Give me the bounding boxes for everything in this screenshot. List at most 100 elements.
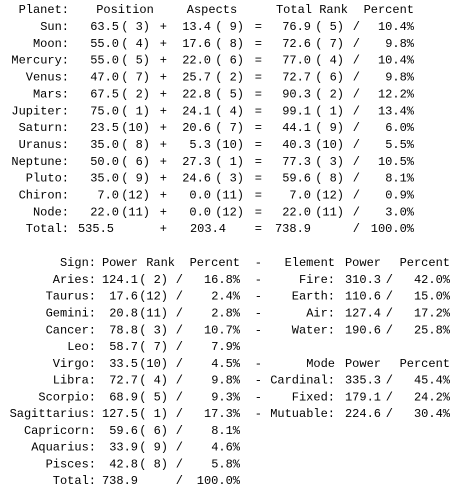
- cell: ( 4): [215, 104, 244, 118]
- cell: 535.5: [78, 222, 114, 236]
- cell: (11): [121, 205, 150, 219]
- cell: ( 1): [121, 104, 150, 118]
- operator: +: [160, 138, 167, 152]
- cell: 310.3: [345, 273, 381, 287]
- cell: 44.1: [282, 121, 311, 135]
- operator: /: [353, 20, 360, 34]
- dash: -: [255, 323, 262, 337]
- operator: /: [353, 104, 360, 118]
- cell: 9.3%: [211, 390, 241, 404]
- cell: 55.0: [90, 37, 119, 51]
- operator: /: [353, 121, 360, 135]
- cell: 59.6: [282, 172, 311, 186]
- cell: 67.5: [90, 87, 119, 101]
- cell: (11): [139, 306, 168, 320]
- cell: 190.6: [345, 323, 381, 337]
- cell: 4.6%: [211, 441, 241, 455]
- cell: (12): [215, 205, 244, 219]
- operator: +: [160, 20, 167, 34]
- row-label: Uranus:: [19, 138, 69, 152]
- cell: ( 2): [121, 87, 150, 101]
- cell: 25.7: [182, 71, 211, 85]
- operator: /: [353, 205, 360, 219]
- cell: 72.7: [109, 374, 138, 388]
- row-label: Chiron:: [19, 189, 69, 203]
- cell: 42.8: [109, 457, 138, 471]
- cell: ( 8): [215, 37, 244, 51]
- cell: 9.8%: [385, 71, 415, 85]
- row-label: Gemini:: [46, 306, 96, 320]
- cell: 7.0: [289, 189, 311, 203]
- operator: /: [353, 87, 360, 101]
- cell: ( 2): [315, 87, 344, 101]
- operator: =: [255, 54, 262, 68]
- cell: (11): [315, 205, 344, 219]
- cell: (12): [315, 189, 344, 203]
- cell: 100.0%: [371, 222, 415, 236]
- column-header: Power: [102, 256, 138, 270]
- column-header: Rank: [146, 256, 175, 270]
- operator: /: [176, 390, 183, 404]
- operator: /: [386, 306, 393, 320]
- cell: ( 9): [215, 20, 244, 34]
- dash: -: [255, 290, 262, 304]
- operator: =: [255, 37, 262, 51]
- cell: ( 4): [315, 54, 344, 68]
- operator: =: [255, 20, 262, 34]
- cell: 5.8%: [211, 457, 241, 471]
- row-label: Mutuable:: [270, 407, 335, 421]
- cell: ( 6): [315, 71, 344, 85]
- cell: 90.3: [282, 87, 311, 101]
- operator: =: [255, 189, 262, 203]
- column-header: Power: [345, 357, 381, 371]
- dash: -: [255, 407, 262, 421]
- cell: 20.6: [182, 121, 211, 135]
- cell: 335.3: [345, 374, 381, 388]
- cell: 22.8: [182, 87, 211, 101]
- cell: 76.9: [282, 20, 311, 34]
- cell: ( 6): [139, 424, 168, 438]
- row-label: Air:: [306, 306, 335, 320]
- cell: 35.0: [90, 172, 119, 186]
- cell: ( 1): [215, 155, 244, 169]
- cell: ( 3): [315, 155, 344, 169]
- operator: +: [160, 172, 167, 186]
- cell: 0.9%: [385, 189, 415, 203]
- cell: 20.8: [109, 306, 138, 320]
- cell: 22.0: [90, 205, 119, 219]
- cell: 127.5: [102, 407, 138, 421]
- dash: -: [255, 306, 262, 320]
- operator: =: [255, 205, 262, 219]
- cell: ( 8): [121, 138, 150, 152]
- row-label: Total:: [26, 222, 69, 236]
- row-label: Node:: [33, 205, 69, 219]
- cell: 17.3%: [204, 407, 241, 421]
- cell: 72.7: [282, 71, 311, 85]
- row-label: Aquarius:: [31, 441, 96, 455]
- cell: 8.1%: [211, 424, 241, 438]
- cell: (10): [215, 138, 244, 152]
- operator: /: [176, 474, 183, 488]
- cell: 7.0: [97, 189, 119, 203]
- cell: 16.8%: [204, 273, 241, 287]
- cell: ( 8): [315, 172, 344, 186]
- cell: 22.0: [182, 54, 211, 68]
- row-label: Sagittarius:: [10, 407, 96, 421]
- cell: 25.8%: [414, 323, 451, 337]
- operator: =: [255, 87, 262, 101]
- operator: =: [255, 104, 262, 118]
- cell: 179.1: [345, 390, 381, 404]
- row-label: Venus:: [26, 71, 69, 85]
- cell: 42.0%: [414, 273, 451, 287]
- operator: /: [176, 290, 183, 304]
- cell: 100.0%: [197, 474, 241, 488]
- row-label: Pluto:: [26, 172, 69, 186]
- cell: 9.8%: [385, 37, 415, 51]
- cell: ( 7): [139, 340, 168, 354]
- row-label: Aries:: [53, 273, 96, 287]
- cell: 10.5%: [378, 155, 415, 169]
- operator: +: [160, 205, 167, 219]
- row-label: Scorpio:: [38, 390, 96, 404]
- cell: 8.1%: [385, 172, 415, 186]
- dash: -: [255, 374, 262, 388]
